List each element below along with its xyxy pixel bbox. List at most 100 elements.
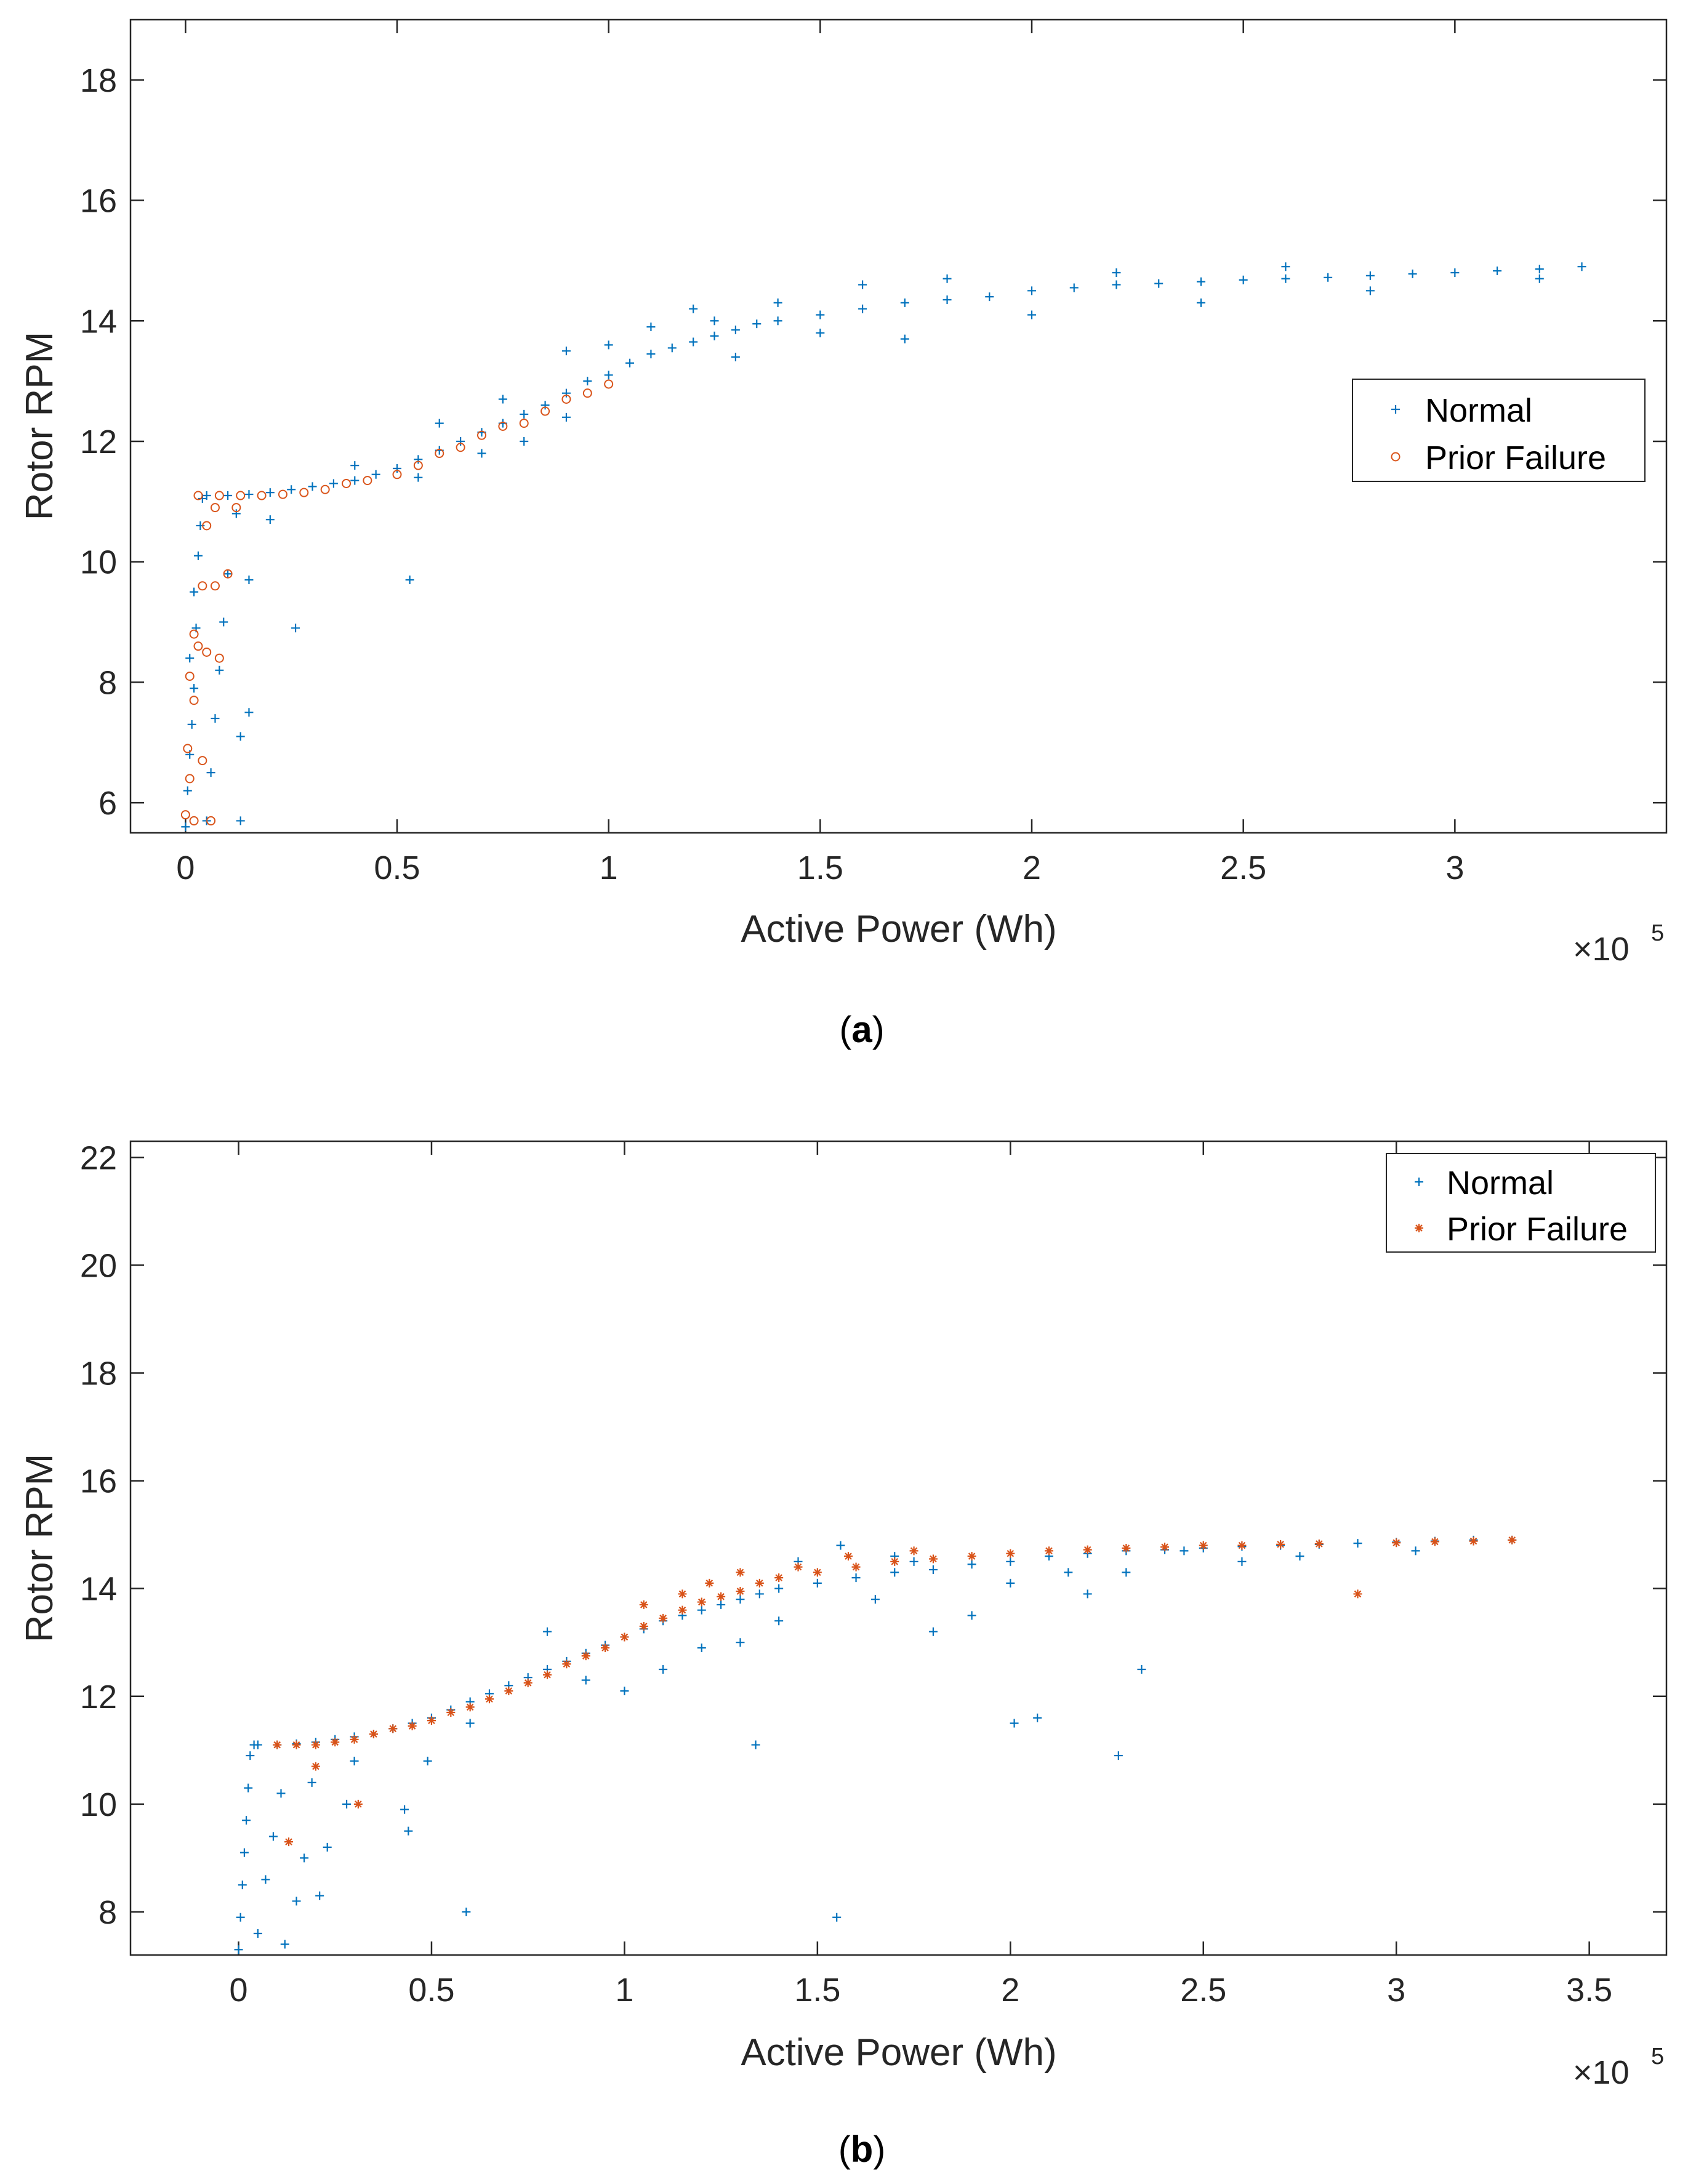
x-tick-label: 3 — [1387, 1972, 1405, 2009]
normal-point — [1295, 1552, 1304, 1561]
x-ticks-a: 0 0.5 1 1.5 2 2.5 3 — [176, 20, 1464, 886]
normal-point — [291, 624, 300, 633]
normal-point — [928, 1627, 938, 1636]
panel-b: 0 0.5 1 1.5 2 2.5 3 3.5 8 10 12 14 16 18 20 22 Active … — [18, 1139, 1668, 2170]
normal-point — [423, 1756, 432, 1765]
prior-failure-point — [392, 470, 402, 480]
prior-failure-point — [435, 449, 444, 459]
legend-symbol-plus — [1415, 1178, 1423, 1186]
legend-label-prior-failure-a: Prior Failure — [1425, 440, 1606, 476]
y-tick-label: 16 — [80, 183, 117, 220]
y-axis-label-b: Rotor RPM — [18, 1454, 61, 1643]
normal-point — [900, 298, 909, 307]
prior-failure-point — [1353, 1589, 1362, 1599]
normal-point — [1027, 286, 1037, 295]
prior-failure-point — [189, 629, 199, 639]
prior-failure-point — [794, 1562, 803, 1572]
normal-point — [181, 822, 190, 832]
normal-point — [190, 684, 199, 693]
normal-point — [967, 1611, 976, 1620]
x-tick-label: 1.5 — [797, 849, 843, 886]
normal-point — [206, 768, 215, 777]
prior-failure-point — [697, 1597, 706, 1607]
prior-failure-point — [388, 1724, 398, 1733]
prior-failure-point — [1469, 1536, 1478, 1546]
normal-point — [239, 1848, 249, 1857]
normal-point — [236, 816, 245, 825]
prior-failure-point — [1276, 1540, 1285, 1549]
normal-point — [604, 371, 613, 380]
y-tick-label: 8 — [98, 664, 117, 701]
normal-point — [477, 449, 486, 458]
prior-failure-point — [1083, 1545, 1092, 1554]
normal-point — [253, 1740, 262, 1749]
prior-failure-point — [1430, 1537, 1439, 1546]
prior-failure-point — [257, 491, 267, 500]
normal-point — [1365, 286, 1375, 295]
legend-symbol-circle — [1391, 452, 1401, 462]
y-tick-label: 18 — [80, 62, 117, 99]
normal-point — [581, 1676, 590, 1685]
prior-failure-point — [311, 1762, 320, 1771]
normal-point — [1281, 274, 1290, 283]
normal-point — [223, 569, 233, 579]
normal-point — [244, 490, 254, 499]
normal-point — [832, 1913, 842, 1922]
normal-point — [371, 470, 380, 479]
prior-failure-point — [284, 1837, 294, 1847]
prior-failure-point — [504, 1687, 513, 1696]
normal-point — [183, 786, 192, 795]
normal-point — [219, 617, 228, 627]
prior-failure-point — [189, 696, 199, 705]
y-tick-label: 10 — [80, 1786, 117, 1823]
legend-marker-normal-a — [1391, 405, 1400, 414]
normal-point — [731, 352, 740, 361]
panel-label-a: (a) — [839, 1009, 884, 1050]
prior-failure-point — [620, 1632, 629, 1642]
prior-failure-point — [601, 1643, 610, 1652]
normal-point — [604, 340, 613, 350]
normal-point — [851, 1573, 861, 1583]
x-axis-label-b: Active Power (Wh) — [741, 2031, 1056, 2074]
prior-failure-point — [678, 1605, 687, 1615]
normal-point — [1112, 280, 1121, 289]
prior-failure-point — [206, 816, 216, 825]
normal-point — [543, 1627, 552, 1636]
normal-point — [1450, 268, 1460, 277]
prior-failure-point — [353, 1799, 363, 1809]
normal-point — [561, 347, 571, 356]
normal-point — [462, 1907, 471, 1916]
x-exponent-label-b: ×10 — [1573, 2054, 1630, 2091]
normal-point — [717, 1600, 726, 1609]
legend-marker-prior-failure-a — [1391, 452, 1401, 462]
prior-failure-point — [928, 1554, 938, 1564]
normal-point — [1535, 265, 1544, 274]
normal-point — [736, 1595, 745, 1604]
y-tick-label: 14 — [80, 1571, 117, 1608]
normal-point — [985, 292, 994, 302]
normal-point — [329, 479, 338, 488]
normal-point — [1006, 1578, 1015, 1588]
normal-point — [323, 1842, 332, 1852]
prior-failure-point — [292, 1740, 301, 1749]
normal-point — [1239, 275, 1248, 284]
normal-point — [265, 515, 275, 524]
legend-symbol-asterisk — [1415, 1224, 1423, 1232]
normal-point — [187, 720, 196, 729]
normal-point — [223, 491, 233, 500]
normal-point — [280, 1940, 289, 1949]
normal-point — [774, 1584, 784, 1593]
prior-failure-point — [543, 1670, 552, 1679]
normal-point — [405, 576, 414, 585]
legend-marker-normal-b — [1415, 1178, 1423, 1186]
normal-point — [236, 732, 245, 741]
normal-point — [215, 665, 224, 675]
normal-point — [858, 280, 867, 289]
prior-failure-point — [561, 394, 571, 404]
normal-point — [561, 388, 571, 398]
normal-point — [967, 1560, 976, 1569]
prior-failure-point — [273, 1740, 282, 1749]
normal-point — [689, 337, 698, 347]
normal-point — [211, 714, 220, 723]
y-tick-label: 18 — [80, 1355, 117, 1392]
